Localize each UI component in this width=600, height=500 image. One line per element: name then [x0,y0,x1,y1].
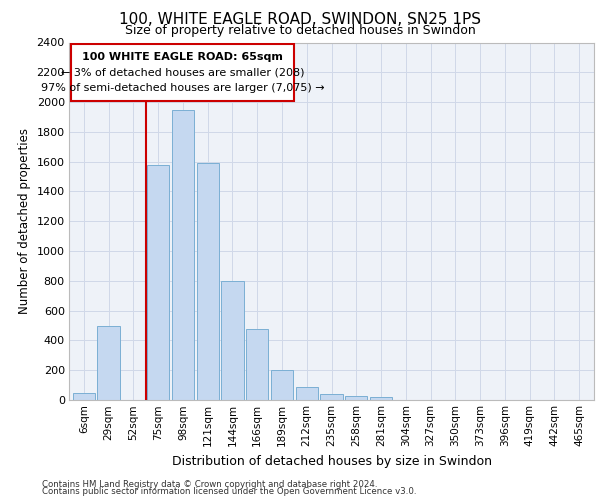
Text: 100 WHITE EAGLE ROAD: 65sqm: 100 WHITE EAGLE ROAD: 65sqm [82,52,283,62]
Bar [271,370,293,400]
Bar [370,397,392,400]
X-axis label: Distribution of detached houses by size in Swindon: Distribution of detached houses by size … [172,454,491,468]
Y-axis label: Number of detached properties: Number of detached properties [18,128,31,314]
Bar [172,110,194,400]
Text: Contains public sector information licensed under the Open Government Licence v3: Contains public sector information licen… [42,487,416,496]
Bar [320,394,343,400]
Text: 97% of semi-detached houses are larger (7,075) →: 97% of semi-detached houses are larger (… [41,83,325,93]
Bar [345,396,367,400]
Bar [97,326,120,400]
Text: Size of property relative to detached houses in Swindon: Size of property relative to detached ho… [125,24,475,37]
Bar [296,386,318,400]
Bar [73,392,95,400]
FancyBboxPatch shape [71,44,295,100]
Bar [147,164,169,400]
Bar [246,328,268,400]
Text: ← 3% of detached houses are smaller (208): ← 3% of detached houses are smaller (208… [61,68,305,78]
Bar [221,281,244,400]
Text: Contains HM Land Registry data © Crown copyright and database right 2024.: Contains HM Land Registry data © Crown c… [42,480,377,489]
Bar [197,163,219,400]
Text: 100, WHITE EAGLE ROAD, SWINDON, SN25 1PS: 100, WHITE EAGLE ROAD, SWINDON, SN25 1PS [119,12,481,28]
